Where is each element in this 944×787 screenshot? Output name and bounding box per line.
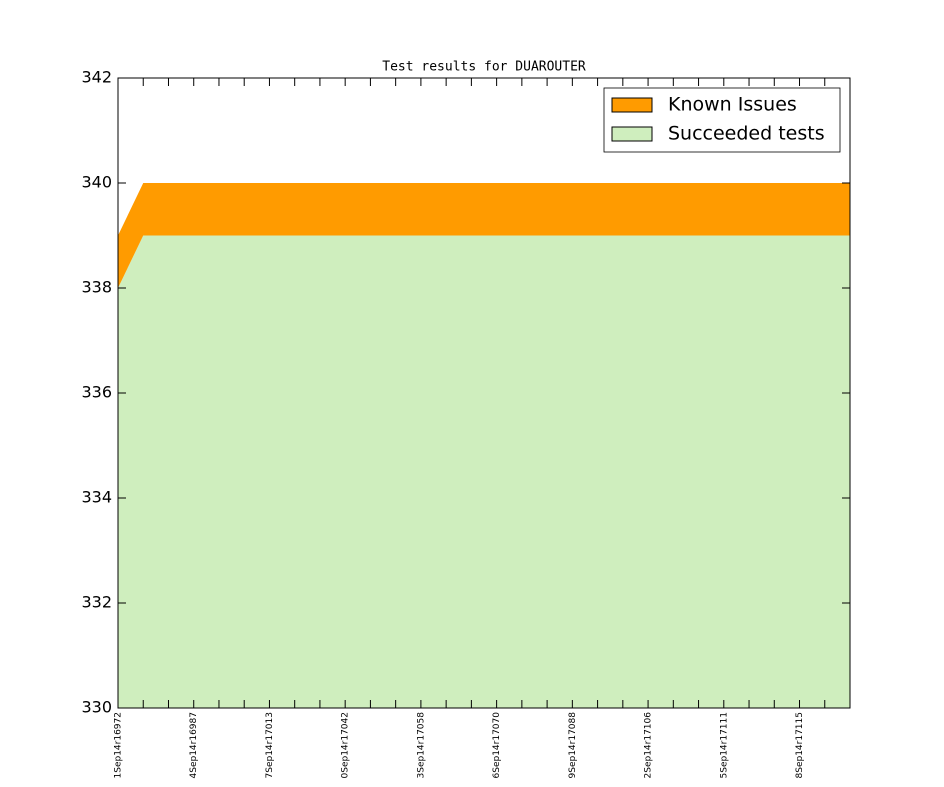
legend: Known Issues Succeeded tests xyxy=(603,87,841,153)
x-tick-label: 2Sep14r17106 xyxy=(644,712,654,779)
legend-swatch xyxy=(611,126,653,142)
area xyxy=(118,235,850,708)
x-tick-label: 1Sep14r16972 xyxy=(114,712,124,778)
y-tick-label: 336 xyxy=(81,383,112,402)
chart-title: Test results for DUAROUTER xyxy=(382,60,586,75)
x-tick-label: 3Sep14r17058 xyxy=(416,712,426,779)
x-tick-label: 9Sep14r17088 xyxy=(568,712,578,779)
legend-swatch xyxy=(611,97,653,113)
y-tick-label: 342 xyxy=(81,68,112,87)
y-tick-label: 338 xyxy=(81,278,112,297)
legend-label: Succeeded tests xyxy=(668,123,825,145)
y-tick-label: 330 xyxy=(81,698,112,717)
y-tick-label: 334 xyxy=(81,488,112,507)
x-tick-label: 6Sep14r17070 xyxy=(492,712,502,779)
x-tick-label: 0Sep14r17042 xyxy=(341,712,351,778)
y-tick-label: 332 xyxy=(81,593,112,612)
x-tick-label: 4Sep14r16987 xyxy=(189,712,199,778)
x-tick-label: 5Sep14r17111 xyxy=(719,712,729,778)
legend-label: Known Issues xyxy=(668,94,797,116)
area xyxy=(118,183,850,288)
x-tick-label: 7Sep14r17013 xyxy=(265,712,275,778)
x-tick-label: 8Sep14r17115 xyxy=(795,712,805,778)
y-tick-label: 340 xyxy=(81,173,112,192)
